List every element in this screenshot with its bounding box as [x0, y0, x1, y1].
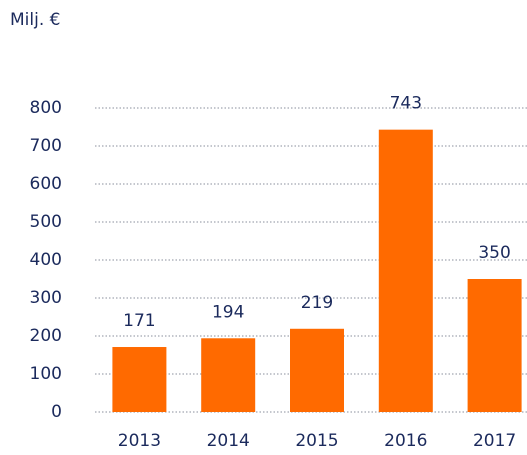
y-tick-label: 800	[30, 98, 62, 118]
data-label: 350	[478, 243, 510, 263]
data-label: 171	[123, 311, 155, 331]
bar	[378, 129, 433, 412]
x-tick-label: 2014	[207, 431, 250, 451]
x-tick-label: 2015	[295, 431, 338, 451]
y-tick-label: 700	[30, 136, 62, 156]
x-tick-label: 2017	[473, 431, 516, 451]
y-tick-label: 400	[30, 250, 62, 270]
data-label: 194	[212, 302, 244, 322]
bar	[201, 338, 256, 412]
y-tick-label: 600	[30, 174, 62, 194]
y-tick-label: 300	[30, 288, 62, 308]
data-label: 219	[301, 293, 333, 313]
y-tick-label: 100	[30, 364, 62, 384]
x-tick-label: 2016	[384, 431, 427, 451]
chart-title: Milj. €	[10, 10, 60, 30]
bar	[112, 347, 167, 412]
bar	[290, 328, 344, 412]
y-tick-label: 200	[30, 326, 62, 346]
y-tick-label: 0	[51, 402, 62, 422]
bar	[467, 279, 522, 412]
x-tick-label: 2013	[118, 431, 161, 451]
y-tick-label: 500	[30, 212, 62, 232]
data-label: 743	[390, 94, 422, 114]
